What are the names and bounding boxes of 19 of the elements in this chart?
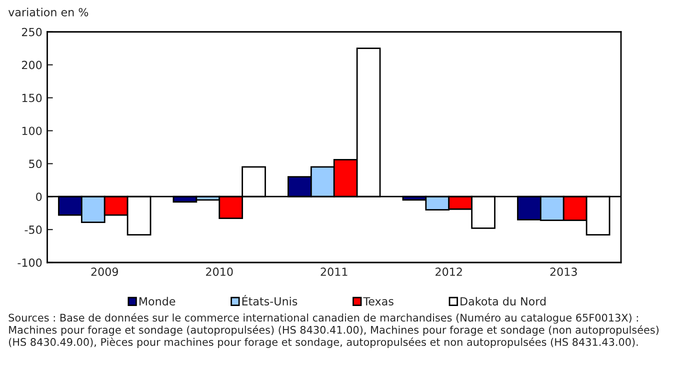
legend-label: États-Unis (242, 295, 298, 306)
legend-label: Texas (363, 297, 394, 306)
x-tick-label: 2009 (91, 268, 118, 276)
x-tick-label: 2013 (550, 268, 577, 276)
y-tick-label: -100 (18, 258, 42, 267)
x-tick-label: 2011 (320, 268, 348, 276)
y-tick-label: 200 (22, 60, 42, 70)
y-tick-label: 150 (22, 94, 42, 102)
legend-label: Monde (140, 296, 176, 306)
y-tick-label: 50 (29, 160, 42, 168)
x-tick-label: 2012 (436, 268, 462, 276)
x-tick-label: 2010 (206, 268, 233, 276)
y-tick-label: 250 (22, 28, 42, 36)
y-tick-label: -50 (24, 226, 42, 234)
y-tick-label: 100 (22, 126, 42, 136)
legend-label: Dakota du Nord (460, 296, 546, 306)
y-axis-title: variation en % (8, 8, 88, 16)
source-note: Sources : Base de données sur le commerce international canadien de marchandises (Numéro au catalogue 65F0013X) : Machines pour forage et sondage (autopropulsées) (HS 8430.41.00), Machines pour forage et sondage (non autopropulsées) (HS 8430.49.00), Pièces pour machines pour forage et sondage, autopropulsées et non autopropulsées (HS 8431.43.00). (8, 313, 659, 348)
y-tick-label: 0 (36, 192, 42, 201)
